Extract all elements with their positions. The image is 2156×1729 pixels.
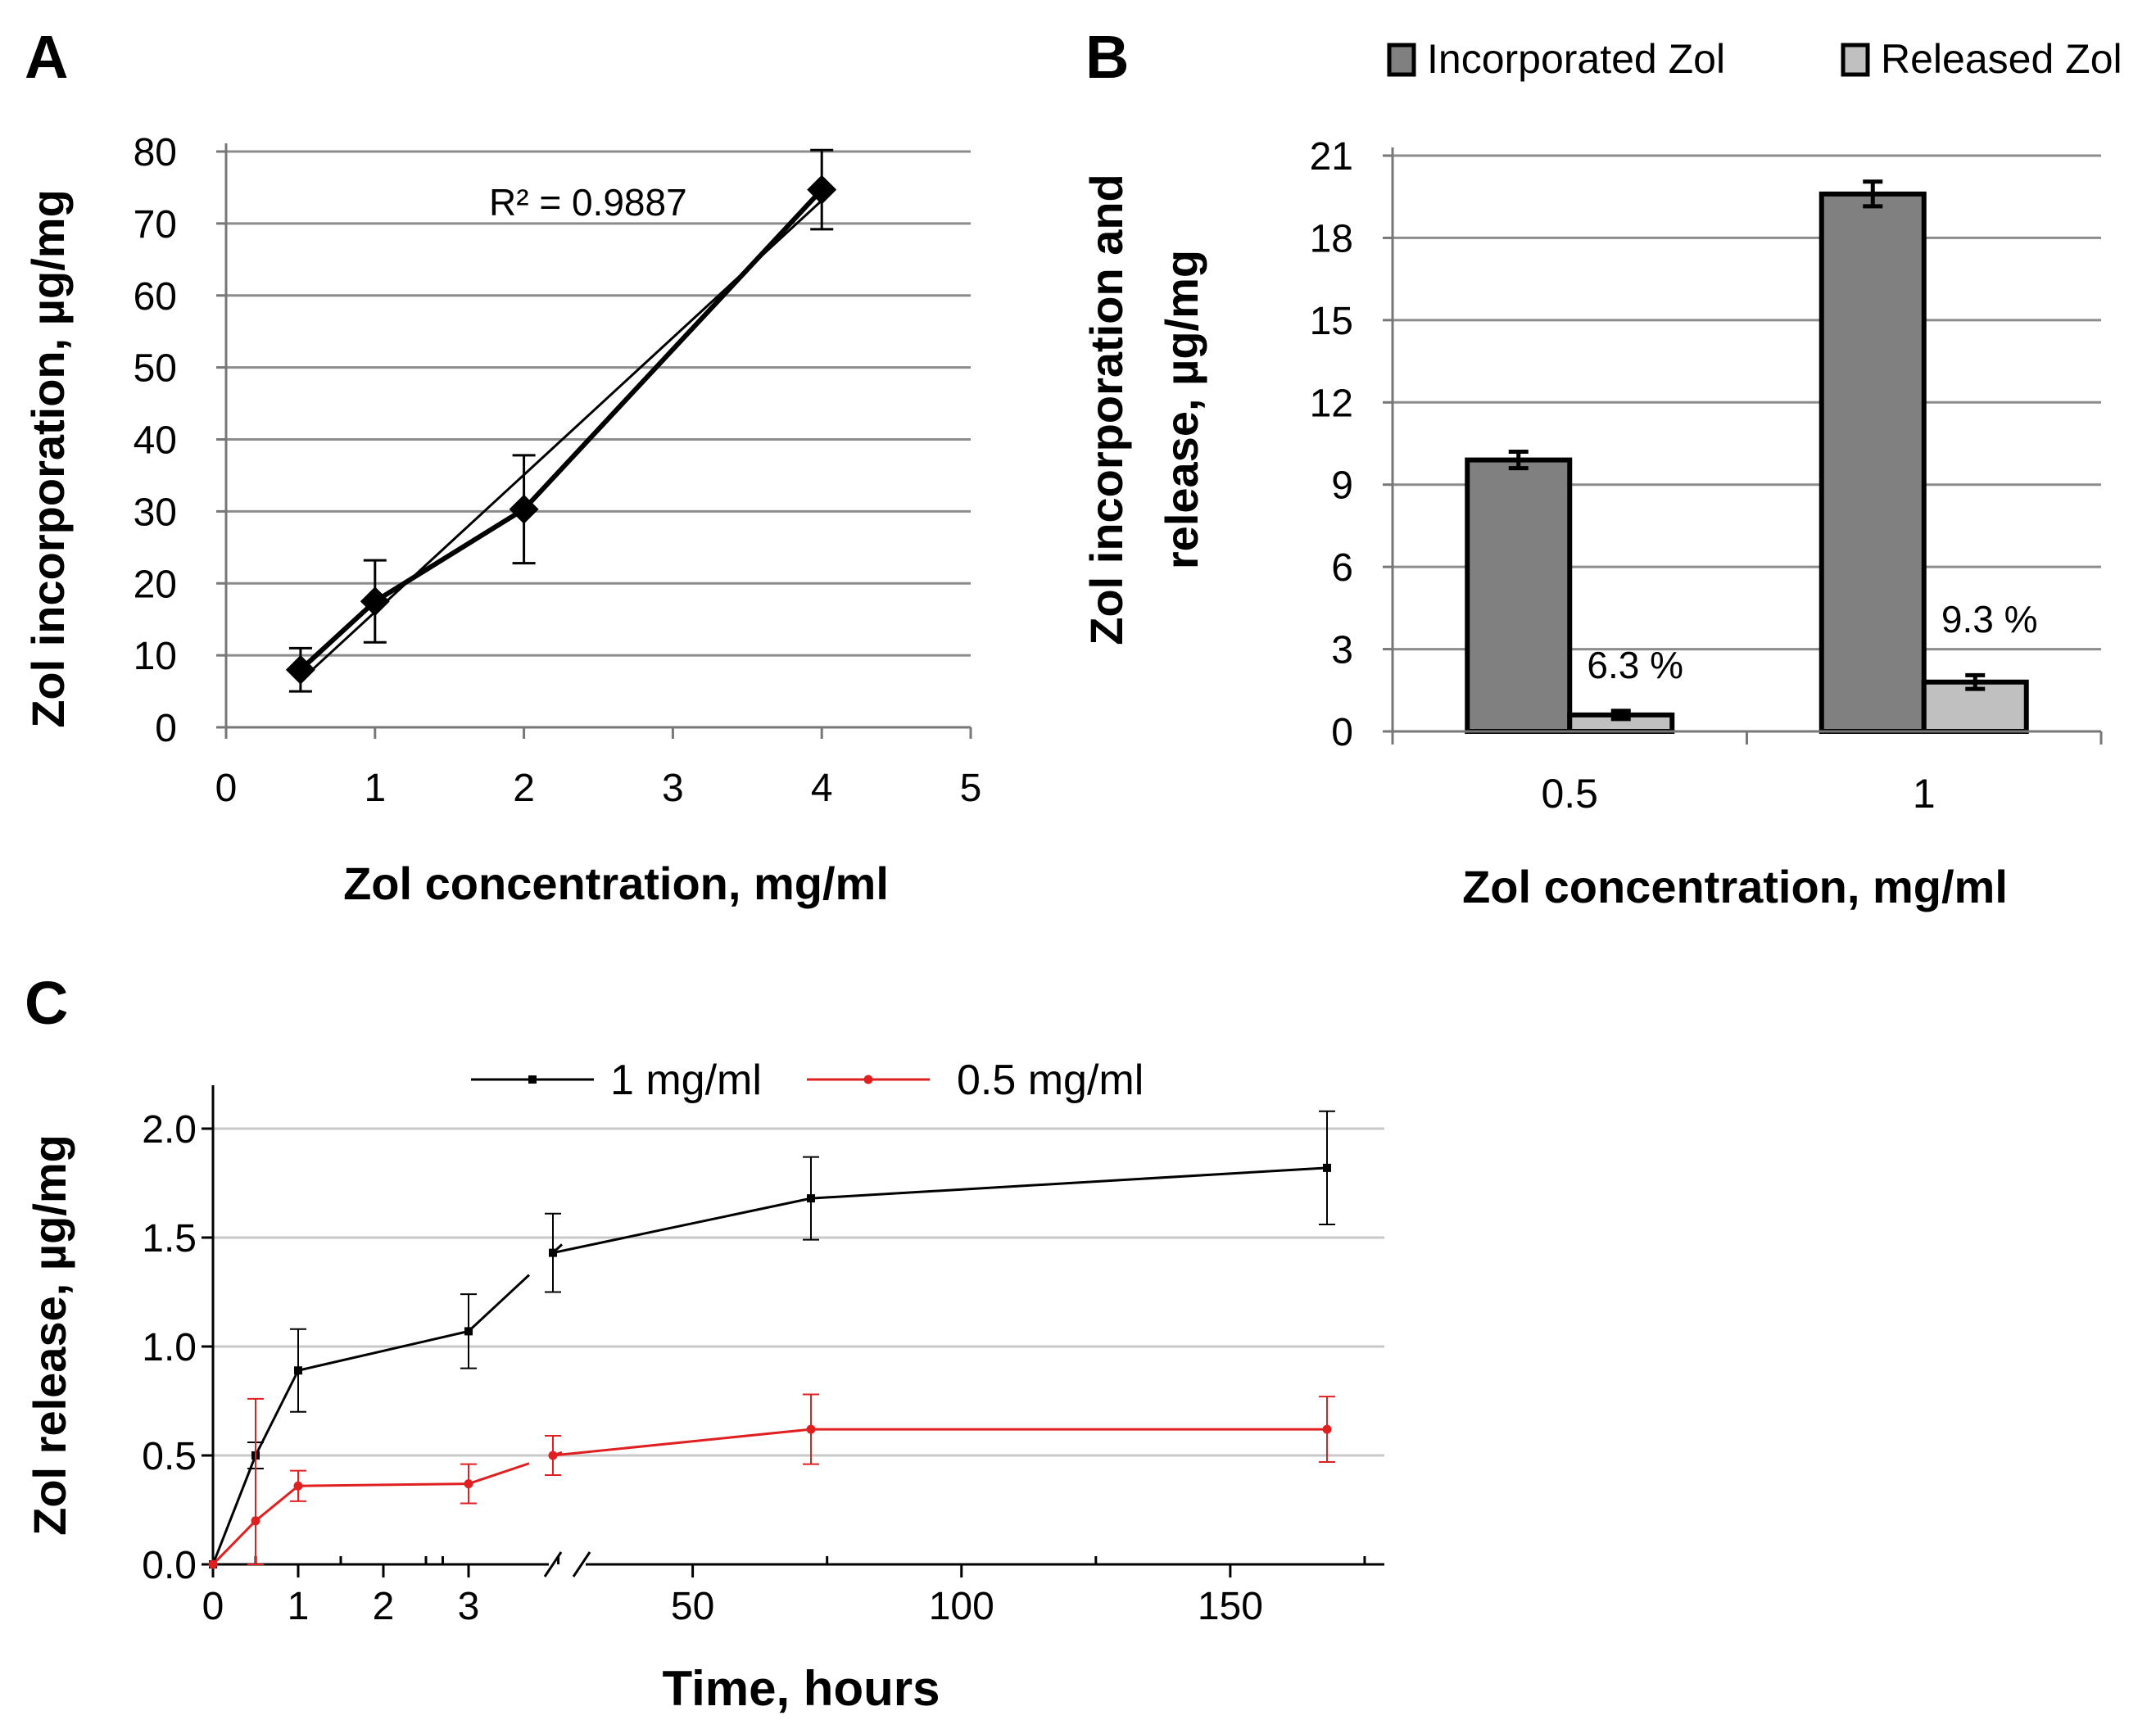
axis-break-mark-2 bbox=[572, 1551, 591, 1577]
panel-b-chart: Incorporated Zol Released Zol 0 3 6 9 12 15 18… bbox=[1080, 36, 2122, 912]
data-point-05mg bbox=[548, 1451, 558, 1460]
data-point-1mg bbox=[294, 1366, 302, 1375]
panel-a-y-axis-label: Zol incorporation, µg/mg bbox=[22, 189, 74, 728]
panel-a-chart: 0 10 20 30 40 50 60 70 80 0 1 2 3 4 5 R² = 0.9887 Zol … bbox=[22, 131, 981, 909]
data-point-a bbox=[807, 174, 837, 205]
data-point-05mg bbox=[251, 1516, 260, 1526]
panel-label-c: C bbox=[25, 969, 68, 1037]
x-tick-label-a: 2 bbox=[513, 767, 535, 810]
legend-swatch-released bbox=[1841, 43, 1870, 77]
x-tick-label-c: 0 bbox=[202, 1585, 224, 1628]
data-point-a bbox=[360, 586, 390, 617]
y-tick-label-a: 20 bbox=[134, 563, 177, 606]
legend-swatch-incorporated bbox=[1387, 43, 1416, 77]
y-tick-label-a: 70 bbox=[134, 203, 177, 247]
panel-c-x-axis-label: Time, hours bbox=[663, 1661, 940, 1716]
released-percent-label-0.5: 6.3 % bbox=[1587, 644, 1683, 686]
x-tick-label-c: 150 bbox=[1198, 1585, 1263, 1628]
y-tick-label-a: 50 bbox=[134, 347, 177, 391]
y-tick-label-a: 0 bbox=[155, 707, 177, 750]
legend-label-05mg: 0.5 mg/ml bbox=[957, 1057, 1144, 1104]
y-tick-label-a: 40 bbox=[134, 419, 177, 463]
series-line-c-0 bbox=[297, 1329, 469, 1372]
x-tick-label-c: 100 bbox=[929, 1585, 994, 1628]
data-point-a bbox=[509, 494, 539, 524]
x-tick-label-a: 3 bbox=[662, 767, 684, 810]
series-line-c-0 bbox=[254, 1369, 300, 1456]
y-tick-label-a: 80 bbox=[134, 131, 177, 174]
series-line-c-0 bbox=[211, 1455, 257, 1565]
data-point-05mg bbox=[464, 1479, 473, 1489]
bar-incorporated bbox=[1819, 191, 1927, 735]
panel-b-legend: Incorporated Zol Released Zol bbox=[1387, 36, 2122, 82]
series-line-c-1 bbox=[468, 1462, 530, 1486]
data-point-1mg bbox=[807, 1194, 815, 1203]
y-tick-label-b: 9 bbox=[1331, 464, 1353, 508]
legend-marker-1mg bbox=[528, 1075, 537, 1084]
y-tick-label-b: 3 bbox=[1331, 629, 1353, 672]
legend-marker-05mg bbox=[863, 1075, 873, 1084]
data-point-1mg bbox=[549, 1248, 557, 1257]
legend-label-incorporated: Incorporated Zol bbox=[1427, 36, 1725, 82]
panel-label-b: B bbox=[1085, 23, 1129, 91]
y-tick-label-c: 1.0 bbox=[142, 1326, 197, 1369]
data-point-05mg bbox=[208, 1559, 218, 1569]
legend-label-released: Released Zol bbox=[1881, 36, 2122, 82]
r-squared-annotation: R² = 0.9887 bbox=[489, 181, 687, 224]
panel-a-x-axis-label: Zol concentration, mg/ml bbox=[343, 858, 889, 909]
y-tick-label-b: 12 bbox=[1310, 382, 1353, 425]
released-percent-label-1: 9.3 % bbox=[1941, 598, 2038, 640]
x-tick-label-a: 4 bbox=[811, 767, 833, 810]
legend-label-1mg: 1 mg/ml bbox=[610, 1057, 762, 1104]
panel-b-x-axis-label: Zol concentration, mg/ml bbox=[1462, 861, 2008, 912]
x-tick-label-b: 0.5 bbox=[1541, 771, 1598, 817]
x-tick-label-c: 1 bbox=[288, 1585, 310, 1628]
y-tick-label-c: 0.0 bbox=[142, 1544, 197, 1587]
panel-c-y-axis-label: Zol release, µg/mg bbox=[24, 1134, 75, 1536]
data-point-05mg bbox=[806, 1424, 816, 1434]
panel-c-legend: 1 mg/ml 0.5 mg/ml bbox=[471, 1057, 1144, 1104]
data-point-05mg bbox=[293, 1481, 303, 1491]
y-tick-label-b: 15 bbox=[1310, 300, 1353, 343]
y-tick-label-c: 0.5 bbox=[142, 1435, 197, 1478]
y-tick-label-a: 30 bbox=[134, 491, 177, 534]
y-tick-label-b: 0 bbox=[1331, 711, 1353, 754]
panel-label-a: A bbox=[25, 23, 68, 91]
series-line-c-0 bbox=[552, 1197, 812, 1255]
y-tick-label-c: 1.5 bbox=[142, 1217, 197, 1261]
data-point-1mg bbox=[464, 1327, 473, 1336]
x-tick-label-a: 5 bbox=[960, 767, 982, 810]
series-line-c-1 bbox=[552, 1428, 812, 1457]
y-tick-label-b: 21 bbox=[1310, 135, 1353, 179]
y-tick-label-c: 2.0 bbox=[142, 1108, 197, 1152]
series-line-c-1 bbox=[211, 1519, 257, 1566]
panel-c-chart: 1 mg/ml 0.5 mg/ml 0.0 0.5 1.0 1.5 2.0 0 1 2 3 50 1… bbox=[24, 1057, 1384, 1716]
x-tick-label-c: 3 bbox=[458, 1585, 480, 1628]
data-point-1mg bbox=[1323, 1163, 1331, 1172]
y-tick-label-a: 60 bbox=[134, 275, 177, 319]
data-point-a bbox=[285, 654, 315, 685]
panel-b-y-axis-label-line1: Zol incorporation and bbox=[1080, 174, 1132, 645]
series-line-a bbox=[298, 188, 824, 672]
y-tick-label-b: 6 bbox=[1331, 546, 1353, 590]
y-tick-label-b: 18 bbox=[1310, 217, 1353, 260]
x-tick-label-b: 1 bbox=[1913, 771, 1936, 817]
series-line-c-0 bbox=[810, 1166, 1328, 1200]
x-tick-label-a: 0 bbox=[215, 767, 238, 810]
x-tick-label-c: 50 bbox=[671, 1585, 714, 1628]
data-point-05mg bbox=[1322, 1424, 1332, 1434]
panel-b-y-axis-label-line2: release, µg/mg bbox=[1156, 250, 1207, 569]
series-line-c-0 bbox=[467, 1274, 531, 1333]
series-line-c-1 bbox=[297, 1482, 469, 1487]
bar-incorporated bbox=[1465, 457, 1573, 734]
y-tick-label-a: 10 bbox=[134, 635, 177, 678]
x-tick-label-a: 1 bbox=[364, 767, 386, 810]
series-line-c-1 bbox=[255, 1485, 299, 1522]
x-tick-label-c: 2 bbox=[373, 1585, 395, 1628]
